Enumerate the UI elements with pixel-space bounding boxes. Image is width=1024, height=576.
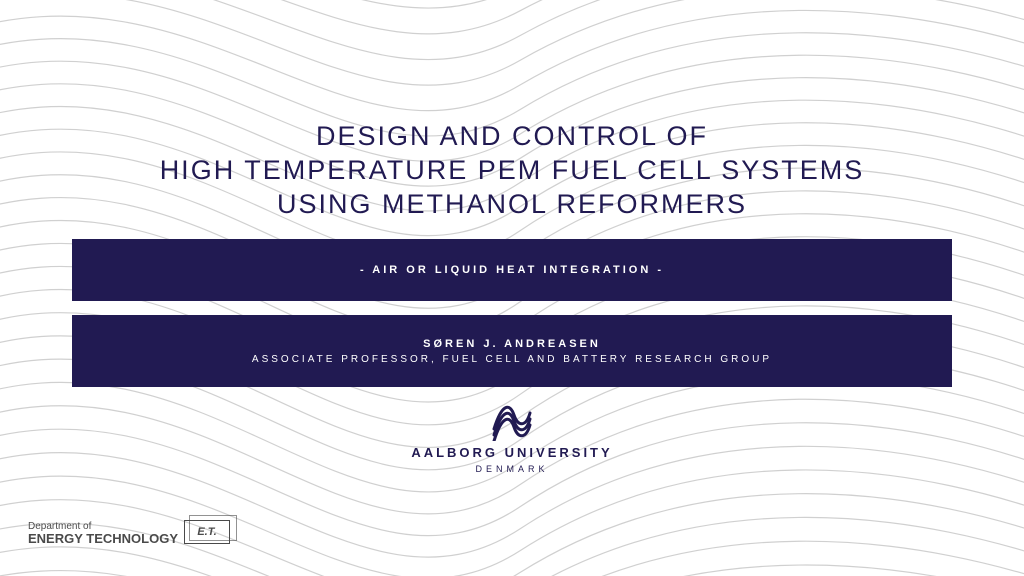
et-mark-text: E.T. bbox=[197, 526, 216, 538]
department-line2: ENERGY TECHNOLOGY bbox=[28, 532, 178, 546]
title-line-1: DESIGN AND CONTROL OF bbox=[160, 120, 865, 154]
university-country: DENMARK bbox=[475, 464, 548, 474]
department-text: Department of ENERGY TECHNOLOGY bbox=[28, 522, 178, 546]
aalborg-wave-icon bbox=[490, 401, 534, 441]
title-line-3: USING METHANOL REFORMERS bbox=[160, 188, 865, 222]
author-name: SØREN J. ANDREASEN bbox=[423, 338, 601, 350]
et-mark-icon: E.T. bbox=[184, 520, 230, 544]
university-name: AALBORG UNIVERSITY bbox=[411, 445, 612, 460]
main-title: DESIGN AND CONTROL OF HIGH TEMPERATURE P… bbox=[160, 120, 865, 221]
slide: DESIGN AND CONTROL OF HIGH TEMPERATURE P… bbox=[0, 0, 1024, 576]
author-role: ASSOCIATE PROFESSOR, FUEL CELL AND BATTE… bbox=[252, 354, 772, 365]
content-area: DESIGN AND CONTROL OF HIGH TEMPERATURE P… bbox=[0, 0, 1024, 576]
department-logo: Department of ENERGY TECHNOLOGY E.T. bbox=[28, 520, 230, 546]
university-logo: AALBORG UNIVERSITY DENMARK bbox=[411, 401, 612, 474]
title-line-2: HIGH TEMPERATURE PEM FUEL CELL SYSTEMS bbox=[160, 154, 865, 188]
author-band: SØREN J. ANDREASEN ASSOCIATE PROFESSOR, … bbox=[72, 315, 952, 387]
subtitle-text: - AIR OR LIQUID HEAT INTEGRATION - bbox=[360, 264, 664, 276]
subtitle-band: - AIR OR LIQUID HEAT INTEGRATION - bbox=[72, 239, 952, 301]
